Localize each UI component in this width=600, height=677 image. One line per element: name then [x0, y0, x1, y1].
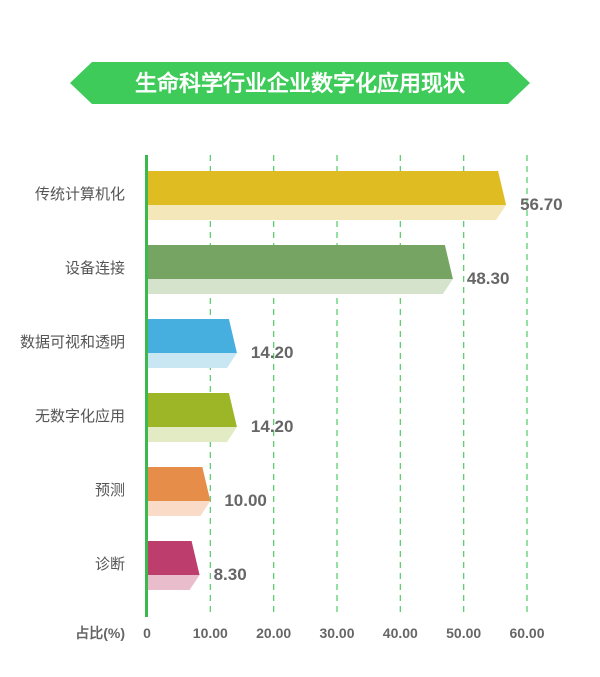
bar [147, 171, 507, 205]
bar [147, 467, 211, 501]
bar [147, 393, 237, 427]
category-label: 设备连接 [65, 259, 125, 277]
x-tick-label: 50.00 [446, 625, 481, 641]
x-tick-label: 30.00 [319, 625, 354, 641]
x-tick-label: 0 [143, 625, 151, 641]
category-label: 数据可视和透明 [20, 333, 125, 351]
x-axis-label: 占比(%) [75, 625, 125, 641]
x-tick-label: 10.00 [193, 625, 228, 641]
title-banner [70, 62, 530, 104]
value-label: 48.30 [467, 269, 510, 288]
value-label: 8.30 [214, 565, 247, 584]
bar [147, 319, 237, 353]
category-label: 诊断 [95, 555, 125, 573]
category-label: 无数字化应用 [35, 407, 125, 425]
x-tick-label: 40.00 [383, 625, 418, 641]
y-axis-line [145, 155, 148, 617]
bar-shadow [147, 353, 237, 368]
x-tick-label: 20.00 [256, 625, 291, 641]
bar-shadow [147, 427, 237, 442]
value-label: 56.70 [520, 195, 563, 214]
value-label: 14.20 [251, 343, 294, 362]
bar-shadow [147, 205, 507, 220]
x-tick-label: 60.00 [509, 625, 544, 641]
bar-shadow [147, 575, 200, 590]
value-label: 14.20 [251, 417, 294, 436]
bar [147, 541, 200, 575]
bar-shadow [147, 501, 211, 516]
chart-title: 生命科学行业企业数字化应用现状 [135, 71, 466, 97]
category-label: 预测 [95, 481, 125, 499]
value-label: 10.00 [224, 491, 267, 510]
bar [147, 245, 453, 279]
bar-shadow [147, 279, 453, 294]
category-label: 传统计算机化 [35, 185, 125, 203]
